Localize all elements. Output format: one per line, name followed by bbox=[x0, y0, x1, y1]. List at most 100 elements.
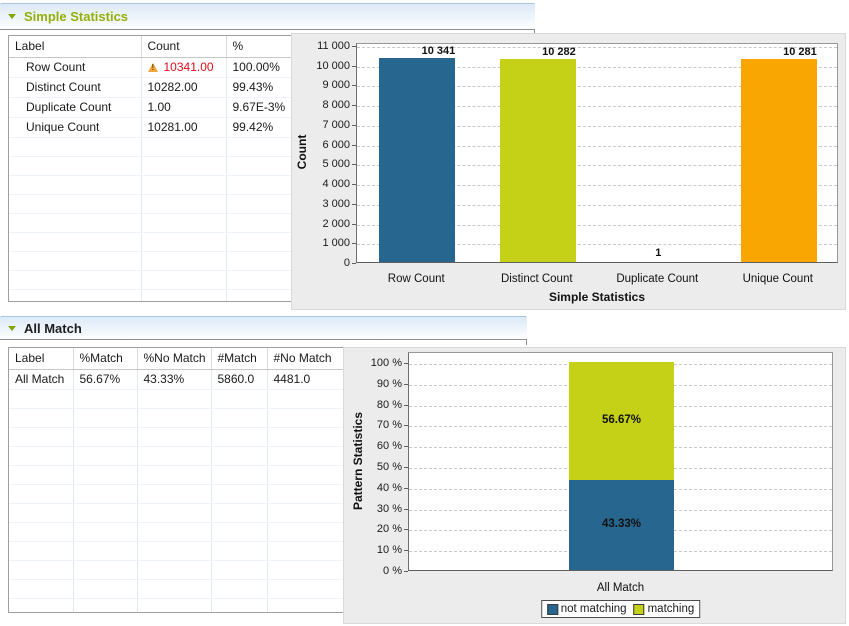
table-row[interactable]: All Match 56.67% 43.33% 5860.0 4481.0 bbox=[9, 369, 359, 390]
table-cell: 100.00% bbox=[226, 57, 309, 78]
column-header[interactable]: Label bbox=[9, 348, 74, 370]
column-header[interactable]: Label bbox=[9, 36, 142, 58]
legend-item: matching bbox=[633, 603, 695, 615]
empty-cell bbox=[267, 446, 359, 466]
column-header[interactable]: % bbox=[226, 36, 309, 58]
empty-cell bbox=[211, 579, 268, 599]
table-cell: 99.42% bbox=[226, 117, 309, 138]
empty-row bbox=[9, 465, 359, 485]
gridline bbox=[357, 165, 837, 167]
table-row[interactable]: Unique Count 10281.00 99.42% bbox=[9, 117, 309, 138]
cell-text: 1.00 bbox=[147, 100, 171, 114]
empty-cell bbox=[267, 560, 359, 580]
collapse-triangle-icon[interactable] bbox=[8, 14, 16, 19]
y-axis-tick-mark bbox=[352, 203, 356, 205]
y-axis-tick-label: 50 % bbox=[376, 461, 402, 473]
gridline bbox=[357, 66, 837, 68]
y-axis-tick-label: 10 000 bbox=[316, 59, 350, 72]
table-row[interactable]: Duplicate Count 1.00 9.67E-3% bbox=[9, 97, 309, 118]
y-axis-tick-mark bbox=[352, 105, 356, 107]
empty-cell bbox=[9, 560, 74, 580]
warning-icon bbox=[147, 63, 158, 72]
empty-cell bbox=[211, 465, 268, 485]
empty-cell bbox=[137, 560, 212, 580]
empty-cell bbox=[211, 389, 268, 409]
bar-row-count bbox=[379, 58, 456, 262]
legend-label: not matching bbox=[560, 603, 627, 615]
empty-cell bbox=[211, 541, 268, 561]
empty-cell bbox=[226, 213, 309, 233]
empty-cell bbox=[9, 522, 74, 542]
section-header-all-match[interactable]: All Match bbox=[0, 316, 527, 345]
plot-area: 10 341 10 282 1 10 281 bbox=[356, 43, 838, 263]
empty-cell bbox=[267, 408, 359, 428]
y-axis-tick-label: 1 000 bbox=[322, 237, 350, 250]
legend-swatch-matching bbox=[633, 603, 645, 615]
bar-value-label: 10 341 bbox=[421, 45, 456, 58]
gridline bbox=[357, 106, 837, 108]
section-title: Simple Statistics bbox=[24, 9, 129, 24]
y-axis-tick-label: 5 000 bbox=[322, 158, 350, 171]
all-match-table: Label %Match %No Match #Match #No Match All M… bbox=[8, 347, 360, 613]
empty-cell bbox=[73, 465, 138, 485]
y-axis-tick-label: 0 bbox=[343, 257, 350, 269]
empty-row bbox=[9, 270, 309, 290]
bar-value-label: 1 bbox=[655, 246, 662, 259]
cell-text: 10341.00 bbox=[163, 60, 214, 74]
column-header[interactable]: %No Match bbox=[137, 348, 212, 370]
column-header[interactable]: Count bbox=[141, 36, 227, 58]
empty-cell bbox=[141, 289, 227, 301]
table-cell: Row Count bbox=[9, 57, 142, 78]
empty-row bbox=[9, 175, 309, 195]
match-table: Label %Match %No Match #Match #No Match All M… bbox=[9, 348, 359, 612]
empty-cell bbox=[226, 270, 309, 290]
y-axis-tick-label: 70 % bbox=[376, 419, 402, 432]
y-axis-tick-label: 4 000 bbox=[322, 178, 350, 191]
empty-cell bbox=[137, 541, 212, 561]
empty-row bbox=[9, 579, 359, 599]
y-axis-tick-mark bbox=[404, 363, 408, 364]
y-axis-tick-mark bbox=[404, 467, 408, 468]
empty-cell bbox=[211, 408, 268, 428]
table-row[interactable]: Row Count 10341.00 100.00% bbox=[9, 57, 309, 78]
y-axis-tick-label: 80 % bbox=[376, 398, 402, 411]
section-header-simple-statistics[interactable]: Simple Statistics bbox=[0, 3, 535, 35]
empty-cell bbox=[9, 175, 142, 195]
table-row[interactable]: Distinct Count 10282.00 99.43% bbox=[9, 77, 309, 98]
empty-cell bbox=[137, 408, 212, 428]
empty-row bbox=[9, 213, 309, 233]
empty-row bbox=[9, 137, 309, 157]
y-axis-tick-mark bbox=[352, 85, 356, 87]
empty-cell bbox=[73, 503, 138, 523]
table-cell: 9.67E-3% bbox=[226, 97, 309, 118]
y-axis-tick-label: 10 % bbox=[376, 544, 402, 557]
table-cell: 10341.00 bbox=[141, 57, 227, 78]
column-header[interactable]: #Match bbox=[211, 348, 268, 370]
empty-cell bbox=[73, 408, 138, 428]
y-axis-tick-mark bbox=[404, 404, 408, 406]
column-header[interactable]: #No Match bbox=[267, 348, 359, 370]
empty-cell bbox=[211, 522, 268, 542]
table-cell: Duplicate Count bbox=[9, 97, 142, 118]
empty-cell bbox=[137, 522, 212, 542]
y-axis-tick-label: 20 % bbox=[376, 523, 402, 536]
plot-area: 43.33% 56.67% bbox=[408, 352, 833, 571]
cell-text: All Match bbox=[15, 372, 65, 386]
y-axis-tick-mark bbox=[352, 65, 356, 67]
empty-cell bbox=[226, 251, 309, 271]
x-axis-category-label: Row Count bbox=[387, 273, 445, 285]
y-axis-tick-label: 30 % bbox=[376, 502, 402, 515]
section-title: All Match bbox=[24, 320, 82, 336]
empty-row bbox=[9, 389, 359, 409]
empty-row bbox=[9, 560, 359, 580]
empty-cell bbox=[137, 503, 212, 523]
collapse-triangle-icon[interactable] bbox=[8, 325, 16, 331]
column-header[interactable]: %Match bbox=[73, 348, 138, 370]
bar-value-label: 10 281 bbox=[783, 46, 817, 59]
legend-label: matching bbox=[647, 603, 695, 615]
empty-cell bbox=[267, 598, 359, 612]
empty-cell bbox=[73, 560, 138, 580]
gridline bbox=[357, 86, 837, 88]
empty-cell bbox=[226, 289, 309, 301]
empty-cell bbox=[73, 522, 138, 542]
